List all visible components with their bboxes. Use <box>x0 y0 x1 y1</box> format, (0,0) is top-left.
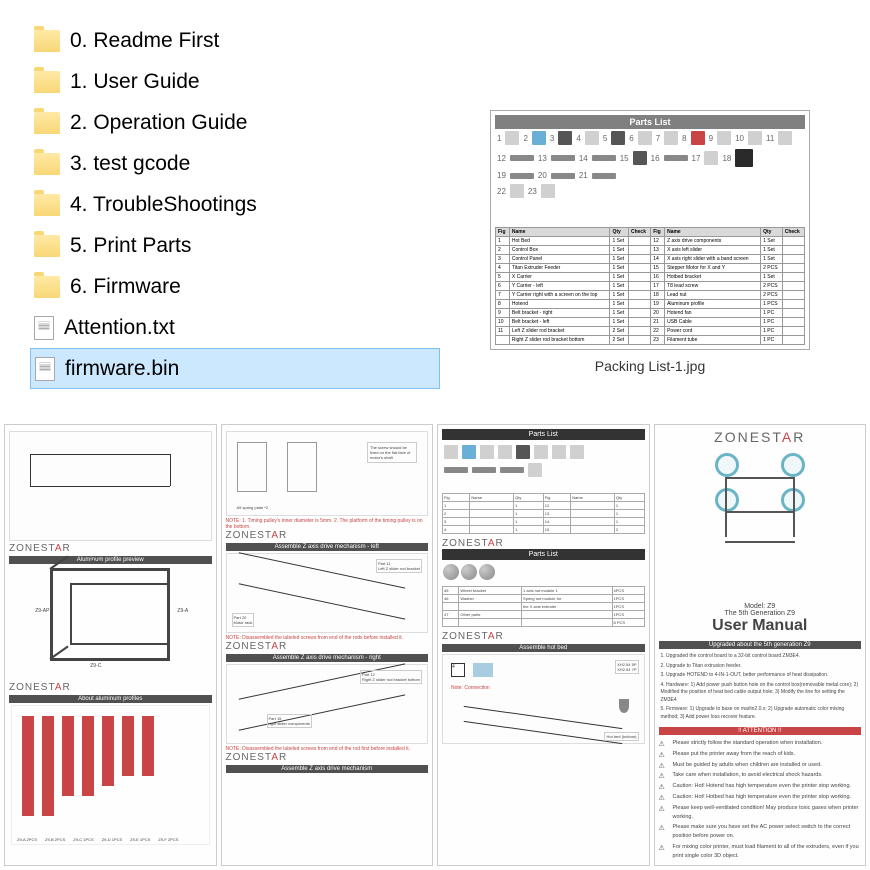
assembly-diagram-2: The screw should be fixed on the flat fa… <box>226 431 429 516</box>
folder-icon <box>34 30 60 52</box>
footer-parts-list: Parts List <box>659 865 862 866</box>
file-item-0-readme-first[interactable]: 0. Readme First <box>30 20 440 61</box>
folder-icon <box>34 71 60 93</box>
parts-table: FigNameQtyCheckFigNameQtyCheck1Hot Bed1 … <box>495 227 805 345</box>
file-item-4-troubleshootings[interactable]: 4. TroubleShootings <box>30 184 440 225</box>
parts-table-2: 45Wheel bracket1 axis nut module 14PCS46… <box>442 586 645 627</box>
file-item-6-firmware[interactable]: 6. Firmware <box>30 266 440 307</box>
z-axis-right-diagram: Part 12Right Z slider rod bracket bottom… <box>226 664 429 744</box>
brand-logo-main: ZONESTAR <box>659 429 862 445</box>
folder-icon <box>34 153 60 175</box>
file-label: 6. Firmware <box>70 275 181 299</box>
preview-card[interactable]: Parts List 1234567891011 12131415161718 … <box>490 110 810 350</box>
brand-logo-6: ZONESTAR <box>442 538 645 549</box>
subhead-about-profiles: About aluminum profiles <box>9 695 212 703</box>
subhead-profile-preview: Aluminum profile preview <box>9 556 212 564</box>
preview-title: Parts List <box>495 115 805 129</box>
file-list: 0. Readme First 1. User Guide 2. Operation… <box>10 10 440 410</box>
z-axis-left-diagram: Part 11Left Z slider rod bracket Part 20… <box>226 553 429 633</box>
bottom-section: ZONESTAR Aluminum profile preview Z9-B Z… <box>0 420 870 870</box>
file-icon <box>34 316 54 340</box>
file-item-firmware-bin[interactable]: firmware.bin <box>30 348 440 389</box>
subhead-z-drive: Assemble Z axis drive mechanism <box>226 765 429 773</box>
brand-logo-3: ZONESTAR <box>226 530 429 541</box>
subhead-hotbed: Assemble hot bed <box>442 644 645 652</box>
file-item-5-print-parts[interactable]: 5. Print Parts <box>30 225 440 266</box>
folder-icon <box>34 276 60 298</box>
folder-icon <box>34 194 60 216</box>
subhead-z-left: Assemble Z axis drive mechanism - left <box>226 543 429 551</box>
parts-icons-row <box>442 443 645 493</box>
doc-page-3[interactable]: Parts List FigNameQtyFigNameQty 11121 21… <box>437 424 650 866</box>
brand-logo-2: ZONESTAR <box>9 682 212 693</box>
doc-page-4[interactable]: ZONESTAR Model: Z9 The 5th Generation Z9… <box>654 424 867 866</box>
subhead-z-right: Assemble Z axis drive mechanism - right <box>226 654 429 662</box>
manual-title: Model: Z9 The 5th Generation Z9 User Man… <box>659 603 862 635</box>
wheel-icons <box>442 563 645 583</box>
parts-table-1: FigNameQtyFigNameQty 11121 21131 31141 4… <box>442 493 645 534</box>
parts-list-header-2: Parts List <box>442 549 645 560</box>
folder-icon <box>34 235 60 257</box>
dimension-drawing: Z9-A 2PCSZ9-B 2PCSZ9-C 1PCSZ9-D 1PCSZ9-E… <box>11 705 210 845</box>
note-1: NOTE: 1. Timing pulley's inner diameter … <box>226 518 429 530</box>
printer-illustration <box>710 453 810 543</box>
file-item-1-user-guide[interactable]: 1. User Guide <box>30 61 440 102</box>
frame-3d: Z9-B Z9-C Z9-AP Z9-A <box>40 568 180 678</box>
file-item-3-test-gcode[interactable]: 3. test gcode <box>30 143 440 184</box>
upgrade-header: Upgraded about the 5th generation Z9 <box>659 641 862 649</box>
file-label: 2. Operation Guide <box>70 111 247 135</box>
top-section: 0. Readme First 1. User Guide 2. Operation… <box>0 0 870 420</box>
folder-icon <box>34 112 60 134</box>
attention-header: !! ATTENTION !! <box>659 727 862 735</box>
hotbed-diagram: 4 Note: Connection XH2.54 5PXH2.54 7P Ho… <box>442 654 645 744</box>
brand-logo-5: ZONESTAR <box>226 752 429 763</box>
file-label: 5. Print Parts <box>70 234 191 258</box>
assembly-diagram-1 <box>9 431 212 541</box>
parts-list-header-1: Parts List <box>442 429 645 440</box>
file-label: 1. User Guide <box>70 70 200 94</box>
preview-icons: 1234567891011 12131415161718 192021 2223 <box>495 129 805 224</box>
file-label: 3. test gcode <box>70 152 190 176</box>
file-label: firmware.bin <box>65 357 179 381</box>
file-label: 4. TroubleShootings <box>70 193 257 217</box>
doc-page-2[interactable]: The screw should be fixed on the flat fa… <box>221 424 434 866</box>
preview-caption: Packing List-1.jpg <box>595 358 706 374</box>
preview-area: Parts List 1234567891011 12131415161718 … <box>440 10 860 410</box>
file-item-attention-txt[interactable]: Attention.txt <box>30 307 440 348</box>
warning-list: Please strictly follow the standard oper… <box>659 739 862 861</box>
file-item-2-operation-guide[interactable]: 2. Operation Guide <box>30 102 440 143</box>
file-label: 0. Readme First <box>70 29 219 53</box>
upgrade-list: 1. Upgraded the control board to a 32-bi… <box>659 651 862 725</box>
brand-logo-4: ZONESTAR <box>226 641 429 652</box>
file-label: Attention.txt <box>64 316 175 340</box>
doc-page-1[interactable]: ZONESTAR Aluminum profile preview Z9-B Z… <box>4 424 217 866</box>
file-icon <box>35 357 55 381</box>
brand-logo-7: ZONESTAR <box>442 631 645 642</box>
brand-logo: ZONESTAR <box>9 543 212 554</box>
